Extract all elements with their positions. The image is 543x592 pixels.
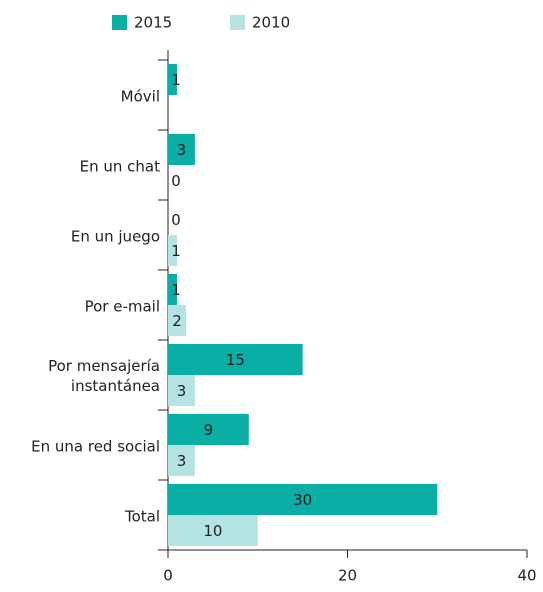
bar	[168, 484, 438, 515]
bar	[168, 235, 177, 266]
legend-label: 2010	[252, 14, 290, 32]
value-label: 1	[171, 71, 181, 89]
y-tick-label: En un chat	[80, 158, 160, 176]
y-tick-label: Por mensajería instantánea	[48, 357, 160, 395]
value-label: 9	[204, 421, 214, 439]
y-tick-label: Móvil	[121, 88, 160, 106]
y-tick-label: En una red social	[31, 438, 160, 456]
y-tick-label: Por e-mail	[85, 298, 160, 316]
value-label: 0	[171, 211, 181, 229]
legend-swatch	[230, 15, 245, 30]
value-label: 30	[293, 491, 312, 509]
bar	[168, 515, 258, 546]
value-label: 2	[172, 312, 182, 330]
value-label: 3	[177, 382, 187, 400]
bar	[168, 305, 186, 336]
value-label: 10	[203, 522, 222, 540]
bar	[168, 445, 195, 476]
value-label: 1	[171, 281, 181, 299]
x-tick-label: 40	[517, 567, 536, 585]
bar	[168, 375, 195, 406]
bar	[168, 64, 177, 95]
bar	[168, 344, 303, 375]
x-tick-label: 0	[163, 567, 173, 585]
bar	[168, 134, 195, 165]
value-label: 3	[177, 452, 187, 470]
value-label: 1	[171, 242, 181, 260]
x-tick-label: 20	[338, 567, 357, 585]
y-tick-label: Total	[124, 508, 160, 526]
value-label: 0	[171, 172, 181, 190]
bar	[168, 274, 177, 305]
legend-label: 2015	[134, 14, 172, 32]
y-tick-label: En un juego	[71, 228, 160, 246]
legend-swatch	[112, 15, 127, 30]
value-label: 3	[177, 141, 187, 159]
bar	[168, 414, 249, 445]
value-label: 15	[226, 351, 245, 369]
